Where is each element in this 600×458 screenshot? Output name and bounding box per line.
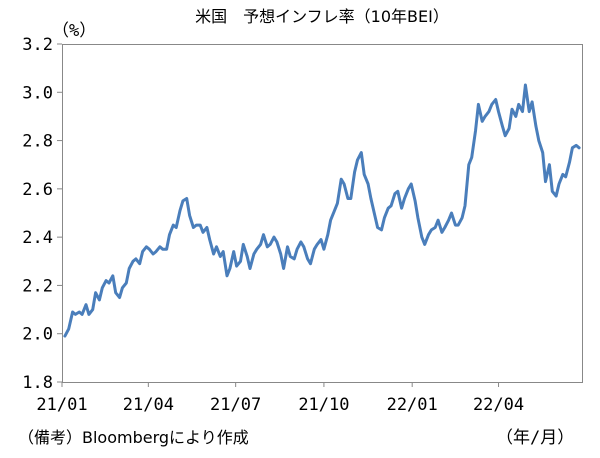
chart-title: 米国 予想インフレ率（10年BEI） xyxy=(195,7,449,26)
x-tick-label: 21/04 xyxy=(123,395,174,415)
x-tick-label: 21/10 xyxy=(298,395,349,415)
y-axis: 1.8 2.0 2.2 2.4 2.6 2.8 3.0 3.2 xyxy=(22,35,62,393)
y-tick-label: 2.6 xyxy=(22,180,53,200)
source-note: （備考）Bloombergにより作成 xyxy=(18,428,249,447)
x-axis: 21/01 21/04 21/07 21/10 22/01 22/04 xyxy=(36,382,524,415)
y-tick-label: 2.4 xyxy=(22,228,53,248)
x-tick-label: 21/01 xyxy=(36,395,87,415)
y-tick-label: 3.0 xyxy=(22,83,53,103)
x-tick-label: 22/04 xyxy=(473,395,524,415)
y-tick-label: 2.2 xyxy=(22,276,53,296)
y-tick-label: 1.8 xyxy=(22,373,53,393)
x-unit-label: （年/月） xyxy=(496,428,574,448)
plot-area xyxy=(62,44,583,383)
y-tick-label: 2.0 xyxy=(22,325,53,345)
series-line-bei-10y xyxy=(63,83,581,338)
x-tick-label: 21/07 xyxy=(210,395,261,415)
y-tick-label: 2.8 xyxy=(22,132,53,152)
y-unit-label: （%） xyxy=(52,21,96,41)
x-tick-label: 22/01 xyxy=(387,395,438,415)
y-tick-label: 3.2 xyxy=(22,35,53,55)
